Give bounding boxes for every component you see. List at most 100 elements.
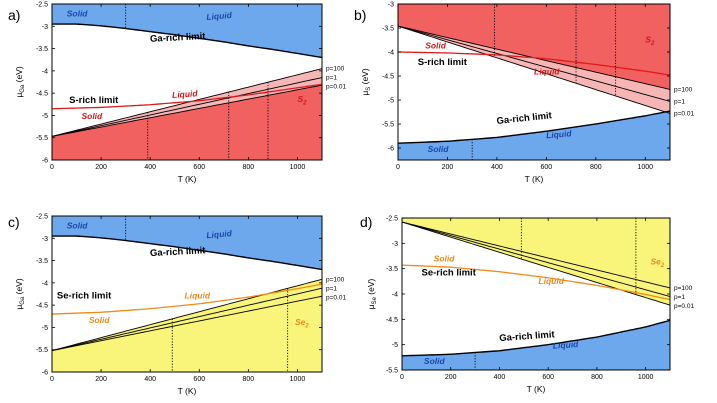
- pressure-curve-2: [402, 221, 670, 297]
- y-tick-label: -3: [388, 2, 394, 9]
- x-tick-label: 600: [542, 374, 554, 381]
- annotation-7: S2: [297, 94, 307, 107]
- y-tick-label: -5: [42, 325, 48, 332]
- annotation-4: S2: [645, 34, 655, 47]
- x-axis-label: T (K): [178, 174, 197, 184]
- y-tick-label: -4: [392, 292, 398, 299]
- pressure-label: p=0.01: [326, 84, 346, 91]
- annotation-7: Liquid: [546, 128, 573, 140]
- annotation-3: Liquid: [538, 276, 564, 286]
- annotation-5: Liquid: [172, 88, 199, 100]
- annotation-6: Solid: [89, 315, 111, 325]
- stable-region: [52, 24, 322, 137]
- panel-3: Solid Liquid Ga-rich limit Se-rich limit Liq…: [8, 214, 346, 397]
- pressure-curve-3: [52, 295, 322, 352]
- y-tick-label: -5.5: [382, 122, 394, 129]
- y-tick-label: -3: [392, 241, 398, 248]
- x-tick-label: 0: [400, 374, 404, 381]
- annotation-6: Solid: [424, 356, 446, 366]
- solid-liquid-region-bottom: [402, 320, 670, 370]
- stable-region: [398, 26, 670, 144]
- y-tick-label: -5: [42, 113, 48, 120]
- pressure-curve-2: [398, 25, 670, 102]
- x-tick-label: 400: [144, 164, 156, 171]
- pressure-curve-3: [398, 25, 670, 114]
- annotation-3: Ga-rich limit: [150, 31, 207, 45]
- plot-area: Solid Liquid Ga-rich limit S-rich limit Liqu…: [52, 4, 322, 160]
- y-tick-label: -3.5: [382, 26, 394, 33]
- panel-label: c): [8, 214, 20, 230]
- x-tick-label: 200: [445, 374, 457, 381]
- y-axis-label: μSe (eV): [366, 278, 378, 309]
- x-tick-label: 0: [396, 164, 400, 171]
- x-tick-label: 0: [50, 376, 54, 383]
- x-tick-label: 400: [491, 164, 503, 171]
- solid-liquid-region-top: [52, 4, 322, 58]
- y-tick-label: -3.5: [386, 266, 398, 273]
- x-tick-label: 200: [442, 164, 454, 171]
- ga-rich-limit-curve: [402, 319, 670, 357]
- plot-frame: [51, 215, 323, 373]
- x-tick-label: 1000: [637, 164, 653, 171]
- pressure-label: p=0.01: [674, 303, 694, 310]
- pressure-curve-1: [52, 68, 322, 137]
- ga-rich-limit-curve: [52, 23, 322, 59]
- x-tick-label: 1000: [290, 376, 306, 383]
- annotation-2: Liquid: [206, 10, 233, 22]
- y-tick-label: -5.5: [386, 368, 398, 375]
- pressure-curve-2: [52, 77, 322, 137]
- annotation-1: Solid: [67, 220, 89, 230]
- liquid-curve: [398, 51, 670, 76]
- annotation-6: Solid: [428, 144, 450, 154]
- pressure-label: p=0.01: [326, 294, 346, 301]
- solid-liquid-region-top: [52, 216, 322, 270]
- annotation-2: Se-rich limit: [421, 267, 476, 278]
- x-tick-label: 400: [144, 376, 156, 383]
- pressure-label: p=1: [326, 285, 337, 292]
- x-tick-label: 800: [243, 376, 255, 383]
- y-tick-label: -3.5: [36, 46, 48, 53]
- plot-frame: [51, 3, 323, 161]
- annotation-7: Liquid: [552, 339, 579, 351]
- y-tick-label: -6: [388, 146, 394, 153]
- y-axis-label: μGa (eV): [14, 278, 26, 310]
- y-tick-label: -5: [388, 98, 394, 105]
- x-tick-label: 0: [50, 164, 54, 171]
- y-tick-label: -5.5: [36, 347, 48, 354]
- y-axis-label: μGa (eV): [14, 66, 26, 98]
- pressure-label: p=100: [674, 86, 693, 93]
- stable-region: [52, 236, 322, 351]
- y-axis-label: μS (eV): [360, 68, 372, 96]
- pressure-curve-1: [402, 221, 670, 289]
- y-tick-label: -4: [42, 68, 48, 75]
- y-tick-label: -6: [42, 370, 48, 377]
- x-tick-label: 1000: [638, 374, 654, 381]
- x-tick-label: 600: [193, 164, 205, 171]
- y-tick-label: -4: [388, 50, 394, 57]
- pressure-label: p=0.01: [674, 110, 694, 117]
- plot-area: Solid Liquid Ga-rich limit Se-rich limit Liq…: [52, 216, 322, 372]
- panel-1: Solid Liquid Ga-rich limit S-rich limit Liqu…: [8, 2, 346, 185]
- x-tick-label: 200: [95, 376, 107, 383]
- annotation-2: S-rich limit: [418, 57, 468, 68]
- y-tick-label: -4.5: [386, 317, 398, 324]
- annotation-3: Liquid: [534, 67, 560, 77]
- y-tick-label: -4.5: [36, 91, 48, 98]
- liquid-curve: [52, 83, 322, 110]
- x-tick-label: 400: [494, 374, 506, 381]
- x-axis-label: T (K): [178, 386, 197, 396]
- y-tick-label: -6: [42, 158, 48, 165]
- y-tick-label: -2.5: [36, 214, 48, 221]
- liquid-curve: [52, 283, 322, 315]
- y-tick-label: -4.5: [36, 303, 48, 310]
- y-tick-label: -5: [392, 342, 398, 349]
- pressure-label: p=1: [326, 75, 337, 82]
- annotation-5: Ga-rich limit: [499, 329, 556, 344]
- x-tick-label: 1000: [290, 164, 306, 171]
- x-tick-label: 800: [591, 374, 603, 381]
- annotation-6: Solid: [81, 111, 103, 121]
- annotation-4: Se-rich limit: [57, 290, 112, 301]
